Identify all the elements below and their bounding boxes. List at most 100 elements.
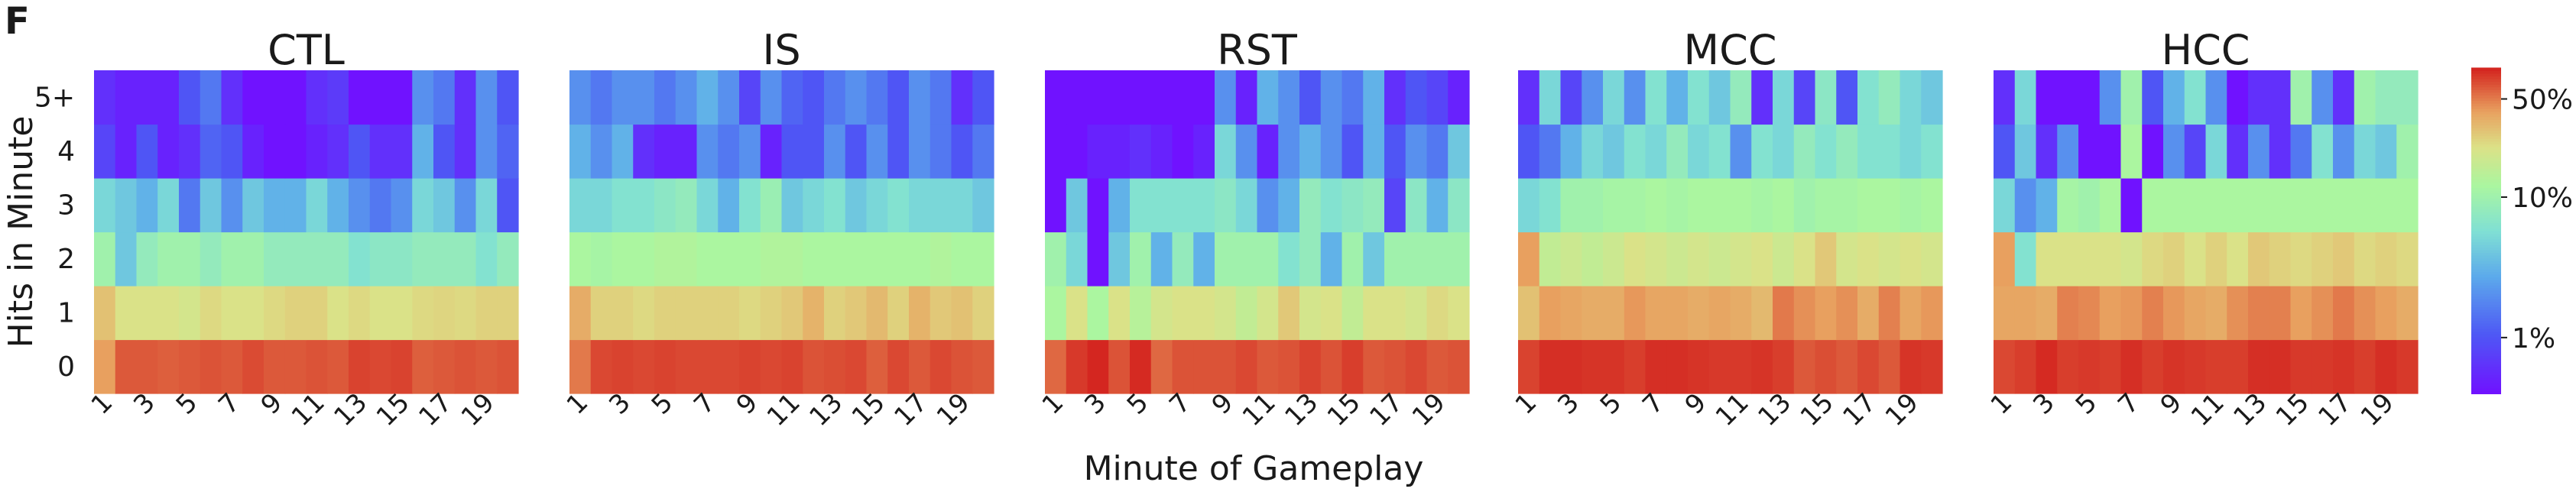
colorbar-segment [2471,390,2501,395]
colorbar-segment [2471,290,2501,294]
colorbar-segment [2471,111,2501,115]
heatmap-cell [781,178,803,233]
panel-title: MCC [1683,26,1776,74]
heatmap-cell [887,124,910,179]
heatmap-cell [1172,178,1194,233]
y-tick-label: 5+ [34,83,75,114]
heatmap-cell [2078,70,2101,125]
heatmap-cell [654,231,676,286]
heatmap-cell [242,286,264,341]
colorbar-segment [2471,97,2501,102]
colorbar-segment [2471,119,2501,123]
heatmap-cell [1900,178,1922,233]
colorbar-segment [2471,157,2501,161]
heatmap-cell [475,178,498,233]
heatmap-cell [2142,70,2164,125]
heatmap-cell [2375,339,2397,394]
heatmap-cell [1815,124,1837,179]
heatmap-cell [1518,339,1540,394]
colorbar-segment [2471,312,2501,316]
heatmap-cell [1278,124,1300,179]
heatmap-cell [1320,231,1343,286]
heatmap-cell [1708,231,1731,286]
heatmap-cell [1278,178,1300,233]
colorbar-segment [2471,184,2501,188]
x-tick-label: 19 [1406,387,1452,432]
heatmap-cell [675,339,698,394]
heatmap-cell [1730,231,1752,286]
heatmap-cell [454,178,477,233]
heatmap-cell [2120,124,2143,179]
heatmap-cell [433,339,456,394]
heatmap-cell [1235,70,1258,125]
heatmap-cell [739,178,761,233]
heatmap-cell [845,231,868,286]
heatmap-cell [2269,178,2292,233]
heatmap-cell [369,231,392,286]
heatmap-cell [284,178,307,233]
heatmap-cell [1708,124,1731,179]
heatmap-cell [1857,339,1880,394]
heatmap-cell [887,231,910,286]
heatmap-cell [1836,339,1858,394]
heatmap-cell [221,339,243,394]
heatmap-cell [972,339,994,394]
colorbar-segment [2471,146,2501,151]
heatmap-cell [115,231,138,286]
colorbar-segment [2471,387,2501,392]
heatmap-cell [115,70,138,125]
colorbar-segment [2471,219,2501,224]
x-tick-label: 17 [2312,387,2357,432]
heatmap-cell [2184,70,2207,125]
heatmap-cell [2014,178,2037,233]
heatmap-cell [2014,124,2037,179]
heatmap-cell [349,339,371,394]
heatmap-cell [1384,70,1406,125]
x-tick-label: 17 [888,387,933,432]
heatmap-cell [633,286,655,341]
heatmap-cell [179,124,201,179]
heatmap-cell [1518,124,1540,179]
heatmap-cell [1793,231,1816,286]
heatmap-cell [2333,178,2355,233]
heatmap-cell [1278,339,1300,394]
colorbar-segment [2471,198,2501,202]
heatmap-cell [675,178,698,233]
colorbar-segment [2471,130,2501,134]
heatmap-cell [2057,178,2079,233]
colorbar-segment [2471,138,2501,142]
colorbar-segment [2471,100,2501,104]
heatmap-cell [306,70,328,125]
heatmap-cell [1878,231,1901,286]
heatmap-cell [2036,339,2058,394]
heatmap-cell [369,70,392,125]
x-tick-label: 19 [456,387,501,432]
panel-title: HCC [2161,26,2250,74]
heatmap-cell [2269,231,2292,286]
heatmap-cell [306,231,328,286]
heatmap-cell [1363,70,1385,125]
heatmap-cell [2227,178,2249,233]
heatmap-cell [1150,339,1173,394]
colorbar-segment [2471,355,2501,359]
colorbar-segment [2471,216,2501,221]
colorbar-segment [2471,249,2501,254]
heatmap-cell [1405,231,1428,286]
x-tick-label: 13 [2227,387,2273,432]
heatmap-cell [930,70,952,125]
heatmap-cell [1518,178,1540,233]
x-tick-label: 11 [2185,387,2230,432]
heatmap-cell [1045,231,1067,286]
heatmap-cell [1793,124,1816,179]
colorbar-segment [2471,284,2501,289]
colorbar-segment [2471,296,2501,299]
heatmap-cell [1518,286,1540,341]
x-tick-label: 13 [803,387,848,432]
heatmap-cell [1751,178,1773,233]
heatmap-cell [1645,178,1667,233]
heatmap-cell [1193,124,1215,179]
heatmap-cell [633,339,655,394]
heatmap-cell [845,339,868,394]
heatmap-cell [221,124,243,179]
heatmap-cell [497,178,519,233]
